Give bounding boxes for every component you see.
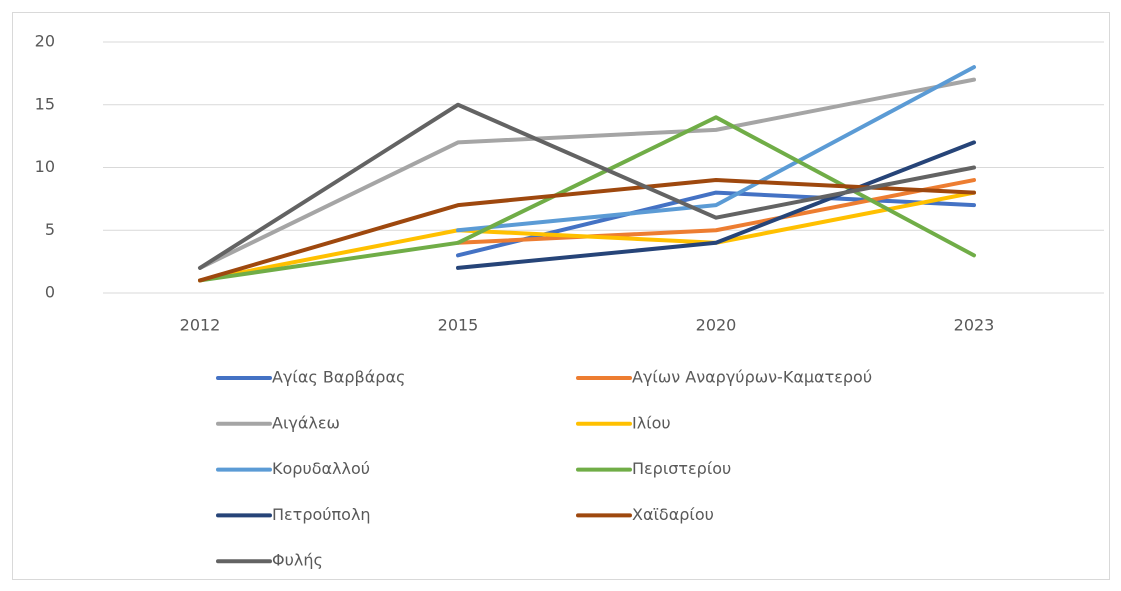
series-line (456, 178, 976, 245)
series-line (198, 178, 976, 283)
series-line (456, 65, 976, 233)
x-tick-label: 2023 (954, 316, 995, 335)
y-tick-label: 5 (45, 220, 55, 239)
series-line (198, 77, 976, 270)
y-tick-label: 0 (45, 283, 55, 302)
x-tick-label: 2015 (438, 316, 479, 335)
y-tick-label: 20 (35, 32, 55, 51)
y-tick-label: 15 (35, 94, 55, 113)
series-line (456, 140, 976, 270)
chart-border (12, 12, 1110, 580)
legend-label: Περιστερίου (632, 459, 731, 478)
legend-label: Χαϊδαρίου (632, 505, 714, 524)
series-line (198, 190, 976, 283)
y-tick-label: 10 (35, 157, 55, 176)
x-tick-label: 2020 (696, 316, 737, 335)
legend-label: Αγίας Βαρβάρας (272, 368, 405, 387)
legend-label: Ιλίου (632, 413, 671, 432)
legend-label: Κορυδαλλού (272, 459, 370, 478)
legend-label: Φυλής (272, 551, 323, 570)
series-line (198, 102, 976, 270)
legend-label: Αιγάλεω (272, 413, 340, 432)
legend-label: Αγίων Αναργύρων-Καματερού (632, 368, 872, 387)
legend-label: Πετρούπολη (272, 505, 371, 524)
x-tick-label: 2012 (180, 316, 221, 335)
